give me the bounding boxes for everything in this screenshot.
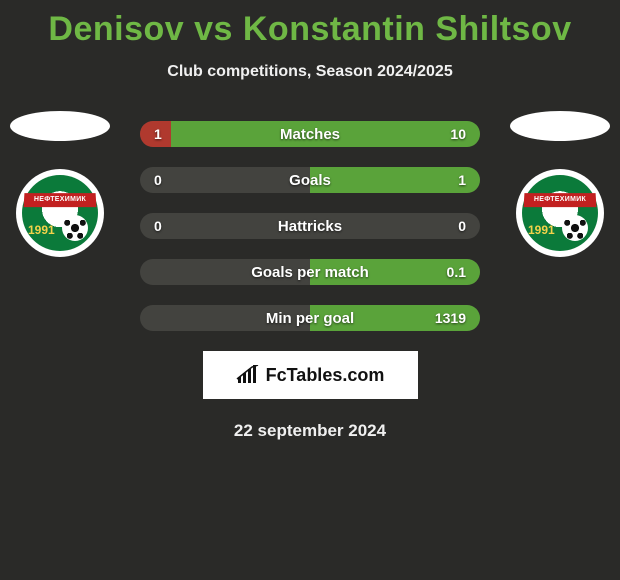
stat-label: Hattricks — [278, 218, 342, 235]
stat-value-right: 10 — [450, 126, 466, 142]
player-right-avatar-placeholder — [510, 111, 610, 141]
date-text: 22 september 2024 — [0, 421, 620, 441]
stat-row: 0 Hattricks 0 — [140, 213, 480, 239]
page-title: Denisov vs Konstantin Shiltsov — [0, 0, 620, 49]
stat-label: Matches — [280, 126, 340, 143]
player-left-avatar-placeholder — [10, 111, 110, 141]
stat-fill-right — [310, 167, 480, 193]
stat-value-right: 0 — [458, 218, 466, 234]
stat-row: 0 Goals 1 — [140, 167, 480, 193]
player-right-badge: НЕФТЕХИМИК 1991 — [510, 111, 610, 255]
soccer-ball-icon — [62, 215, 88, 241]
stat-value-right: 1 — [458, 172, 466, 188]
stat-value-left: 1 — [154, 126, 162, 142]
stat-value-right: 0.1 — [447, 264, 466, 280]
player-left-club-crest: НЕФТЕХИМИК 1991 — [18, 171, 102, 255]
comparison-panel: НЕФТЕХИМИК 1991 НЕФТЕХИМИК 1991 1 Matches… — [0, 121, 620, 441]
stat-row: 1 Matches 10 — [140, 121, 480, 147]
stat-row: Goals per match 0.1 — [140, 259, 480, 285]
crest-banner-text: НЕФТЕХИМИК — [24, 193, 97, 207]
stat-value-left: 0 — [154, 172, 162, 188]
brand-text: FcTables.com — [266, 365, 385, 386]
player-left-badge: НЕФТЕХИМИК 1991 — [10, 111, 110, 255]
stat-row: Min per goal 1319 — [140, 305, 480, 331]
crest-banner-text: НЕФТЕХИМИК — [524, 193, 597, 207]
stat-label: Goals per match — [251, 264, 369, 281]
stats-list: 1Matches100Goals10Hattricks0Goals per ma… — [140, 121, 480, 331]
subtitle: Club competitions, Season 2024/2025 — [0, 63, 620, 81]
stat-value-right: 1319 — [435, 310, 466, 326]
stat-label: Min per goal — [266, 310, 354, 327]
player-right-club-crest: НЕФТЕХИМИК 1991 — [518, 171, 602, 255]
brand-box[interactable]: FcTables.com — [203, 351, 418, 399]
stat-value-left: 0 — [154, 218, 162, 234]
crest-year: 1991 — [28, 223, 55, 237]
soccer-ball-icon — [562, 215, 588, 241]
bar-chart-icon — [236, 365, 260, 385]
crest-year: 1991 — [528, 223, 555, 237]
stat-label: Goals — [289, 172, 331, 189]
